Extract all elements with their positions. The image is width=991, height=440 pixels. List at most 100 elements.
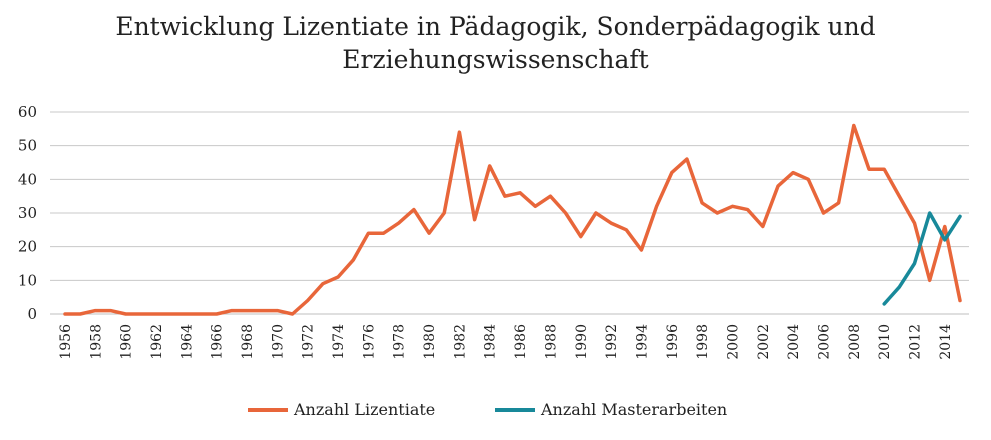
x-tick-label: 2006 — [816, 324, 832, 360]
data-point — [185, 313, 188, 316]
data-point — [246, 309, 249, 312]
y-tick-label: 20 — [18, 238, 37, 256]
data-point — [291, 313, 294, 316]
chart-title-line-1: Entwicklung Lizentiate in Pädagogik, Son… — [115, 12, 876, 41]
x-tick-label: 1970 — [270, 324, 286, 360]
data-point — [883, 302, 886, 305]
data-point — [716, 212, 719, 215]
data-point — [776, 185, 779, 188]
chart-title-line-2: Erziehungswissenschaft — [342, 45, 649, 74]
data-point — [640, 249, 643, 252]
x-tick-label: 2010 — [877, 324, 893, 360]
x-tick-label: 2004 — [786, 324, 802, 360]
x-tick-label: 2014 — [938, 324, 954, 360]
x-tick-label: 1968 — [240, 324, 256, 360]
x-tick-label: 1982 — [452, 324, 468, 360]
data-point — [230, 309, 233, 312]
data-point — [579, 235, 582, 238]
legend-label: Anzahl Lizentiate — [293, 400, 435, 419]
data-point — [959, 215, 962, 218]
data-point — [898, 195, 901, 198]
y-tick-label: 60 — [18, 103, 37, 121]
data-point — [397, 222, 400, 225]
data-point — [867, 168, 870, 171]
data-point — [594, 212, 597, 215]
x-tick-label: 1994 — [634, 324, 650, 360]
x-tick-label: 1976 — [361, 324, 377, 360]
data-point — [913, 262, 916, 265]
data-point — [837, 201, 840, 204]
data-point — [94, 309, 97, 312]
x-tick-label: 1956 — [58, 324, 74, 360]
data-point — [883, 168, 886, 171]
data-point — [261, 309, 264, 312]
data-point — [352, 259, 355, 262]
data-point — [701, 201, 704, 204]
y-tick-label: 40 — [18, 170, 37, 188]
data-point — [155, 313, 158, 316]
data-point — [139, 313, 142, 316]
data-point — [670, 171, 673, 174]
gridlines — [50, 111, 969, 281]
data-point — [761, 225, 764, 228]
legend: Anzahl Lizentiate Anzahl Masterarbeiten — [248, 400, 727, 419]
x-tick-label: 2002 — [756, 324, 772, 360]
y-tick-label: 50 — [18, 137, 37, 155]
data-point — [959, 299, 962, 302]
data-point — [913, 222, 916, 225]
data-point — [443, 212, 446, 215]
data-point — [64, 313, 67, 316]
data-point — [109, 309, 112, 312]
x-tick-label: 2008 — [847, 324, 863, 360]
data-point — [564, 212, 567, 215]
data-point — [928, 212, 931, 215]
x-tick-label: 1966 — [210, 324, 226, 360]
x-tick-label: 1990 — [574, 324, 590, 360]
data-point — [943, 238, 946, 241]
data-point — [170, 313, 173, 316]
x-tick-label: 1974 — [331, 324, 347, 360]
x-tick-label: 2012 — [907, 324, 923, 360]
data-point — [382, 232, 385, 235]
data-point — [655, 205, 658, 208]
x-tick-label: 1992 — [604, 324, 620, 360]
x-tick-label: 1986 — [513, 324, 529, 360]
data-point — [488, 164, 491, 167]
series-lines — [63, 123, 962, 316]
series-line-lizentiate — [63, 123, 962, 316]
data-point — [367, 232, 370, 235]
x-tick-label: 1988 — [543, 324, 559, 360]
data-point — [731, 205, 734, 208]
data-point — [625, 228, 628, 231]
y-tick-label: 30 — [18, 204, 37, 222]
data-point — [428, 232, 431, 235]
data-point — [534, 205, 537, 208]
data-point — [898, 286, 901, 289]
x-tick-label: 1984 — [483, 324, 499, 360]
data-point — [610, 222, 613, 225]
data-point — [321, 282, 324, 285]
y-tick-label: 10 — [18, 271, 37, 289]
data-point — [928, 279, 931, 282]
data-point — [124, 313, 127, 316]
data-point — [337, 275, 340, 278]
data-point — [412, 208, 415, 211]
x-tick-label: 1996 — [665, 324, 681, 360]
x-tick-label: 1958 — [88, 324, 104, 360]
data-point — [473, 218, 476, 221]
data-point — [822, 212, 825, 215]
data-point — [276, 309, 279, 312]
data-point — [852, 124, 855, 127]
data-point — [807, 178, 810, 181]
data-point — [306, 299, 309, 302]
x-tick-label: 1978 — [392, 324, 408, 360]
x-tick-label: 1964 — [179, 324, 195, 360]
data-point — [200, 313, 203, 316]
data-point — [215, 313, 218, 316]
series-line-masterarbeiten — [882, 211, 962, 306]
data-point — [549, 195, 552, 198]
x-tick-label: 1960 — [119, 324, 135, 360]
x-tick-label: 2000 — [725, 324, 741, 360]
x-tick-label: 1998 — [695, 324, 711, 360]
